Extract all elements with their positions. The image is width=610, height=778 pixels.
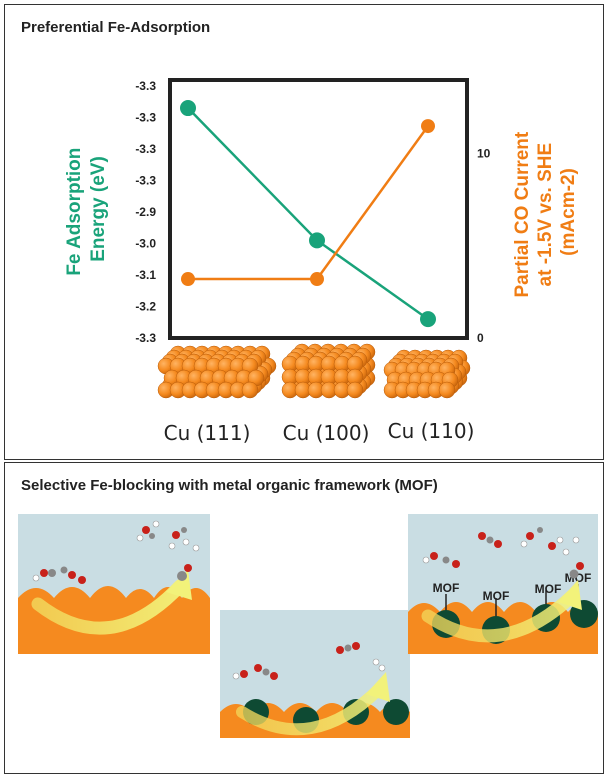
reaction-arrow <box>31 579 187 635</box>
reaction-arrow-head <box>366 672 390 702</box>
co2-molecules <box>422 527 584 579</box>
right-axis-ticks: 10 0 <box>477 147 491 345</box>
left-tick-label: -3.3 <box>135 331 156 345</box>
category-label-cu100: Cu (100) <box>283 421 370 445</box>
category-label-cu110: Cu (110) <box>388 419 475 443</box>
co2-molecules <box>32 520 200 584</box>
copper-atom <box>438 381 456 399</box>
reaction-arrow <box>236 682 386 736</box>
mof-label: MOF <box>433 581 460 595</box>
left-tick-label: -3.3 <box>135 142 156 156</box>
data-point-right <box>421 119 435 134</box>
left-tick-label: -3.3 <box>135 174 156 188</box>
reaction-arrow-head <box>558 580 582 610</box>
mof-panel-title: Selective Fe-blocking with metal organic… <box>21 477 438 494</box>
series-layer <box>180 100 436 328</box>
left-tick-label: -3.0 <box>135 237 156 251</box>
left-tick-label: -3.3 <box>135 79 156 93</box>
left-tick-label: -2.9 <box>135 205 156 219</box>
right-axis-title: Partial CO Current at -1.5V vs. SHE (mAc… <box>512 126 579 297</box>
left-tick-label: -3.3 <box>135 111 156 125</box>
right-tick-label: 10 <box>477 147 491 161</box>
data-point-right <box>310 272 324 287</box>
series-line-right <box>188 125 430 281</box>
mof-label: MOF <box>535 582 562 596</box>
reaction-arrow <box>421 589 579 643</box>
data-point-left <box>180 100 196 117</box>
data-point-right <box>181 272 195 287</box>
scene-mof-copper-right: MOF MOF MOF MOF <box>408 514 598 654</box>
mof-particle <box>383 699 409 725</box>
scene-mof-copper-center <box>220 610 410 738</box>
copper-atom <box>346 381 364 399</box>
cu111-slab-illustration <box>157 345 277 399</box>
left-tick-label: -3.2 <box>135 300 156 314</box>
plot-frame <box>168 78 469 340</box>
left-axis-ticks: -3.3 -3.3 -3.3 -3.3 -2.9 -3.0 -3.1 -3.2 -3.3 <box>135 79 156 345</box>
co2-molecules <box>232 642 386 680</box>
left-axis-title: Fe Adsorption Energy (eV) <box>64 142 109 275</box>
cu110-slab-illustration <box>383 349 471 399</box>
left-tick-label: -3.1 <box>135 268 156 282</box>
copper-atom <box>241 381 259 399</box>
adsorption-chart: -3.3 -3.3 -3.3 -3.3 -2.9 -3.0 -3.1 -3.2 -3.3 10 0… <box>64 78 579 445</box>
mof-label: MOF <box>483 589 510 603</box>
series-line-left <box>187 107 429 321</box>
data-point-left <box>420 311 436 328</box>
category-label-cu111: Cu (111) <box>164 421 251 445</box>
data-point-left <box>309 232 325 249</box>
right-tick-label: 0 <box>477 331 484 345</box>
cu100-slab-illustration <box>281 343 376 399</box>
adsorption-panel-title: Preferential Fe-Adsorption <box>21 19 211 36</box>
scene-bare-copper <box>18 514 210 654</box>
